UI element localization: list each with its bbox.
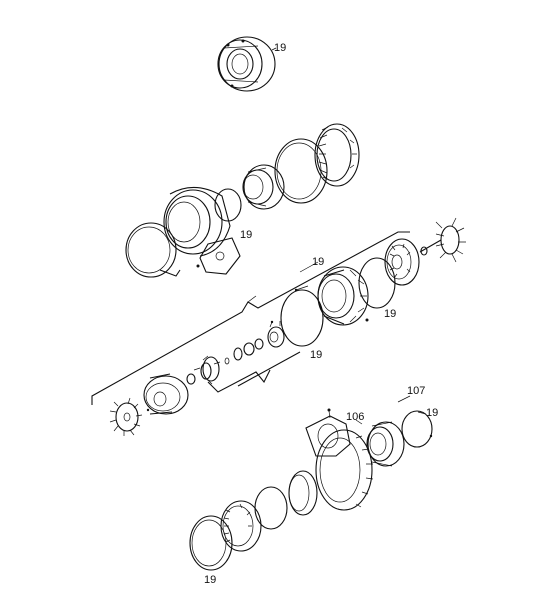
vband-clamp-upper bbox=[125, 222, 181, 278]
bearing-housing-upper bbox=[242, 164, 285, 210]
assembly-bracket bbox=[91, 231, 410, 405]
back-plate bbox=[384, 238, 420, 286]
part-label-19-bottom: 19 bbox=[204, 574, 216, 586]
part-label-19-mid-top: 19 bbox=[312, 256, 324, 268]
thrust-collar bbox=[193, 355, 221, 385]
nozzle-ring-lower bbox=[220, 500, 262, 552]
seal-ring-lower-right bbox=[401, 410, 433, 448]
sleeve-ring-lower bbox=[288, 470, 318, 516]
seal-ring-lower bbox=[254, 486, 288, 530]
cover-plate-lower bbox=[366, 421, 405, 467]
compressor-wheel bbox=[109, 397, 150, 436]
vband-clamp-lower bbox=[189, 515, 233, 571]
part-label-107: 107 bbox=[407, 385, 425, 397]
part-label-19-upper: 19 bbox=[240, 229, 252, 241]
seal-ring-mid-center bbox=[280, 289, 324, 347]
part-label-19-lower-right: 19 bbox=[426, 407, 438, 419]
part-label-19-mid-low: 19 bbox=[310, 349, 322, 361]
nozzle-ring bbox=[317, 266, 369, 326]
outer-vane-ring bbox=[314, 123, 360, 187]
small-seal-ring-upper bbox=[214, 188, 242, 222]
part-label-19-top: 19 bbox=[274, 42, 286, 54]
journal-bearing-group bbox=[224, 320, 285, 365]
part-label-19-mid-right: 19 bbox=[384, 308, 396, 320]
seal-ring-mid-right bbox=[358, 257, 396, 309]
compressor-backplate bbox=[143, 373, 189, 415]
part-label-106: 106 bbox=[346, 411, 364, 423]
turbine-wheel-shaft bbox=[419, 217, 466, 263]
top-flange-part bbox=[217, 36, 276, 92]
turbine-housing bbox=[163, 186, 241, 275]
compressor-housing bbox=[305, 408, 374, 511]
small-washer-group bbox=[186, 373, 196, 385]
